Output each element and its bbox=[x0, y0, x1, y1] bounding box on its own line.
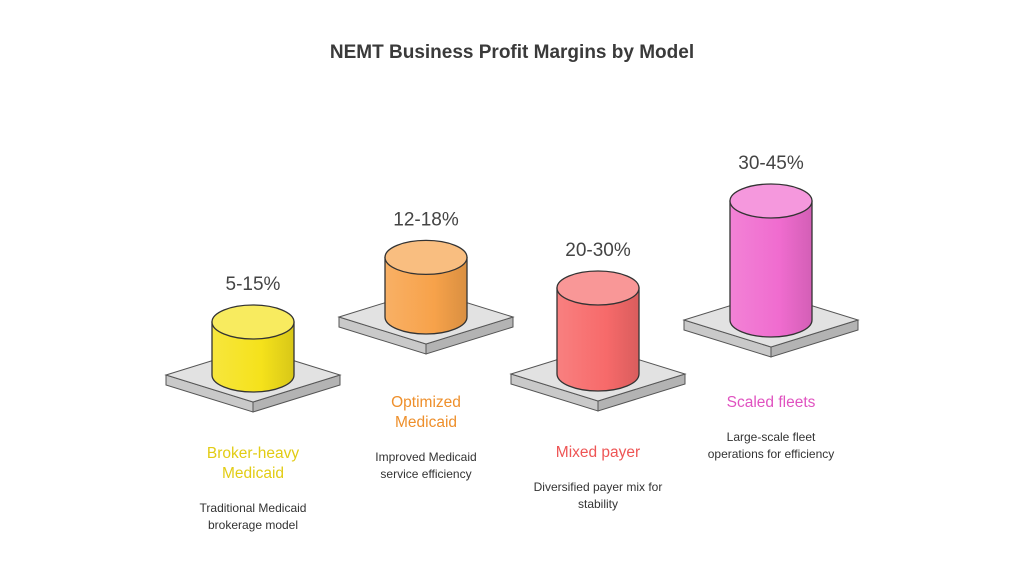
cylinder-top-1 bbox=[384, 239, 468, 276]
category-description-3: Large-scale fleet operations for efficie… bbox=[707, 430, 835, 461]
cylinder-bar-0 bbox=[211, 321, 295, 393]
chart-title: NEMT Business Profit Margins by Model bbox=[329, 42, 695, 63]
value-label-2: 20-30% bbox=[565, 240, 631, 261]
category-label-2: Mixed payer bbox=[555, 444, 641, 461]
category-label-0: Broker-heavy Medicaid bbox=[206, 445, 300, 482]
cylinder-top-0 bbox=[211, 304, 295, 340]
category-description-2: Diversified payer mix for stability bbox=[533, 480, 663, 511]
category-label-1: Optimized Medicaid bbox=[391, 394, 461, 431]
cylinder-bar-2 bbox=[556, 287, 640, 392]
cylinder-bar-3 bbox=[729, 200, 813, 338]
value-label-3: 30-45% bbox=[738, 153, 804, 174]
value-label-0: 5-15% bbox=[226, 274, 281, 295]
cylinder-bar-1 bbox=[384, 256, 468, 335]
cylinder-top-2 bbox=[556, 270, 640, 306]
category-label-3: Scaled fleets bbox=[726, 394, 816, 411]
category-description-1: Improved Medicaid service efficiency bbox=[375, 450, 477, 481]
category-description-0: Traditional Medicaid brokerage model bbox=[199, 501, 307, 532]
cylinder-top-3 bbox=[729, 183, 813, 219]
value-label-1: 12-18% bbox=[393, 209, 459, 230]
